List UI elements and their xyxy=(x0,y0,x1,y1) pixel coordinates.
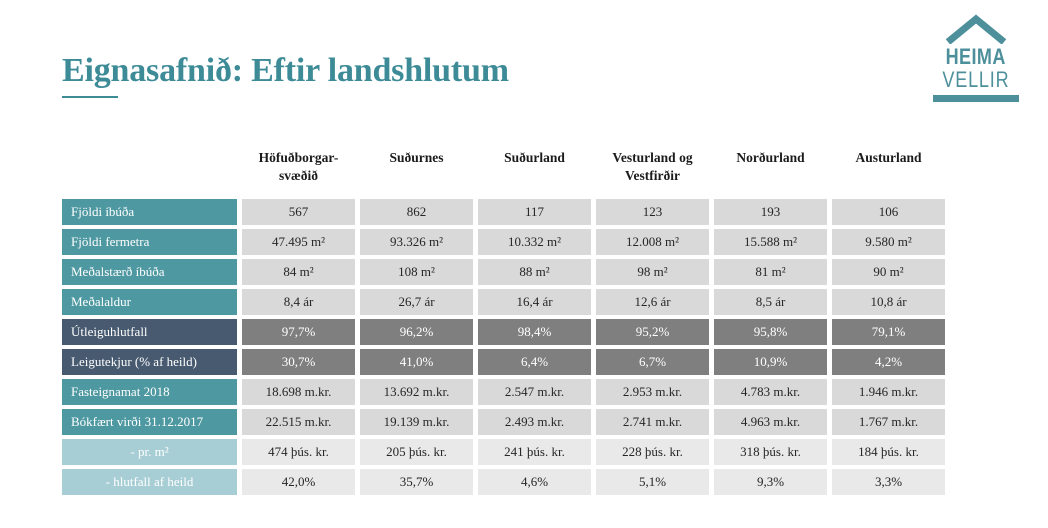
table-cell: 42,0% xyxy=(242,469,355,495)
table-cell: 15.588 m² xyxy=(714,229,827,255)
column-header-4: Vesturland og Vestfirðir xyxy=(612,150,693,183)
table-cell: 35,7% xyxy=(360,469,473,495)
table-cell: 95,8% xyxy=(714,319,827,345)
table-cell: 2.741 m.kr. xyxy=(596,409,709,435)
table-cell: 123 xyxy=(596,199,709,225)
table-cell: 47.495 m² xyxy=(242,229,355,255)
table-cell: 474 þús. kr. xyxy=(242,439,355,465)
row-label: Bókfært virði 31.12.2017 xyxy=(62,409,237,435)
page-title: Eignasafnið: Eftir landshlutum xyxy=(62,52,509,89)
table-cell: 3,3% xyxy=(832,469,945,495)
table-cell: 41,0% xyxy=(360,349,473,375)
row-label: Leigutekjur (% af heild) xyxy=(62,349,237,375)
table-cell: 108 m² xyxy=(360,259,473,285)
table-cell: 6,7% xyxy=(596,349,709,375)
table-cell: 88 m² xyxy=(478,259,591,285)
table-cell: 8,4 ár xyxy=(242,289,355,315)
table-cell: 96,2% xyxy=(360,319,473,345)
column-header-2: Suðurnes xyxy=(389,150,444,165)
table-cell: 1.767 m.kr. xyxy=(832,409,945,435)
table-cell: 22.515 m.kr. xyxy=(242,409,355,435)
region-table: Höfuðborgar- svæðið Suðurnes Suðurland Vest… xyxy=(62,145,945,495)
table-corner-spacer xyxy=(62,145,237,195)
table-cell: 26,7 ár xyxy=(360,289,473,315)
table-cell: 5,1% xyxy=(596,469,709,495)
table-cell: 95,2% xyxy=(596,319,709,345)
row-label: Meðalaldur xyxy=(62,289,237,315)
title-underline xyxy=(62,96,118,99)
column-header-6: Austurland xyxy=(855,150,922,165)
table-cell: 84 m² xyxy=(242,259,355,285)
table-cell: 228 þús. kr. xyxy=(596,439,709,465)
table-cell: 193 xyxy=(714,199,827,225)
title-block: Eignasafnið: Eftir landshlutum xyxy=(62,52,509,99)
table-cell: 12.008 m² xyxy=(596,229,709,255)
logo-text-heima: HEIMA xyxy=(945,44,1007,69)
column-header-1: Höfuðborgar- svæðið xyxy=(258,150,339,183)
table-cell: 97,7% xyxy=(242,319,355,345)
logo-bottom-bar xyxy=(933,95,1019,103)
table-cell: 4,2% xyxy=(832,349,945,375)
table-cell: 9.580 m² xyxy=(832,229,945,255)
table-cell: 81 m² xyxy=(714,259,827,285)
row-label: Fjöldi íbúða xyxy=(62,199,237,225)
table-cell: 16,4 ár xyxy=(478,289,591,315)
house-roof-icon xyxy=(944,12,1008,44)
table-cell: 19.139 m.kr. xyxy=(360,409,473,435)
table-cell: 6,4% xyxy=(478,349,591,375)
table-cell: 106 xyxy=(832,199,945,225)
column-header-3: Suðurland xyxy=(504,150,565,165)
table-cell: 30,7% xyxy=(242,349,355,375)
row-label: Fasteignamat 2018 xyxy=(62,379,237,405)
heimavellir-logo: HEIMA VELLIR xyxy=(932,12,1020,103)
table-cell: 2.493 m.kr. xyxy=(478,409,591,435)
logo-text-vellir: VELLIR xyxy=(942,67,1010,92)
table-cell: 318 þús. kr. xyxy=(714,439,827,465)
table-cell: 567 xyxy=(242,199,355,225)
table-cell: 98,4% xyxy=(478,319,591,345)
table-cell: 10,8 ár xyxy=(832,289,945,315)
table-cell: 10,9% xyxy=(714,349,827,375)
table-cell: 1.946 m.kr. xyxy=(832,379,945,405)
table-cell: 862 xyxy=(360,199,473,225)
table-cell: 205 þús. kr. xyxy=(360,439,473,465)
row-label: - hlutfall af heild xyxy=(62,469,237,495)
table-cell: 4.963 m.kr. xyxy=(714,409,827,435)
table-cell: 241 þús. kr. xyxy=(478,439,591,465)
row-label: Meðalstærð íbúða xyxy=(62,259,237,285)
table-cell: 2.547 m.kr. xyxy=(478,379,591,405)
table-cell: 93.326 m² xyxy=(360,229,473,255)
table-cell: 4,6% xyxy=(478,469,591,495)
table-cell: 184 þús. kr. xyxy=(832,439,945,465)
table-cell: 9,3% xyxy=(714,469,827,495)
table-cell: 2.953 m.kr. xyxy=(596,379,709,405)
column-header-5: Norðurland xyxy=(736,150,805,165)
table-cell: 4.783 m.kr. xyxy=(714,379,827,405)
table-cell: 18.698 m.kr. xyxy=(242,379,355,405)
table-cell: 12,6 ár xyxy=(596,289,709,315)
row-label: - pr. m² xyxy=(62,439,237,465)
row-label: Útleiguhlutfall xyxy=(62,319,237,345)
table-cell: 98 m² xyxy=(596,259,709,285)
table-cell: 13.692 m.kr. xyxy=(360,379,473,405)
table-cell: 10.332 m² xyxy=(478,229,591,255)
table-cell: 79,1% xyxy=(832,319,945,345)
row-label: Fjöldi fermetra xyxy=(62,229,237,255)
table-cell: 90 m² xyxy=(832,259,945,285)
table-cell: 117 xyxy=(478,199,591,225)
table-cell: 8,5 ár xyxy=(714,289,827,315)
